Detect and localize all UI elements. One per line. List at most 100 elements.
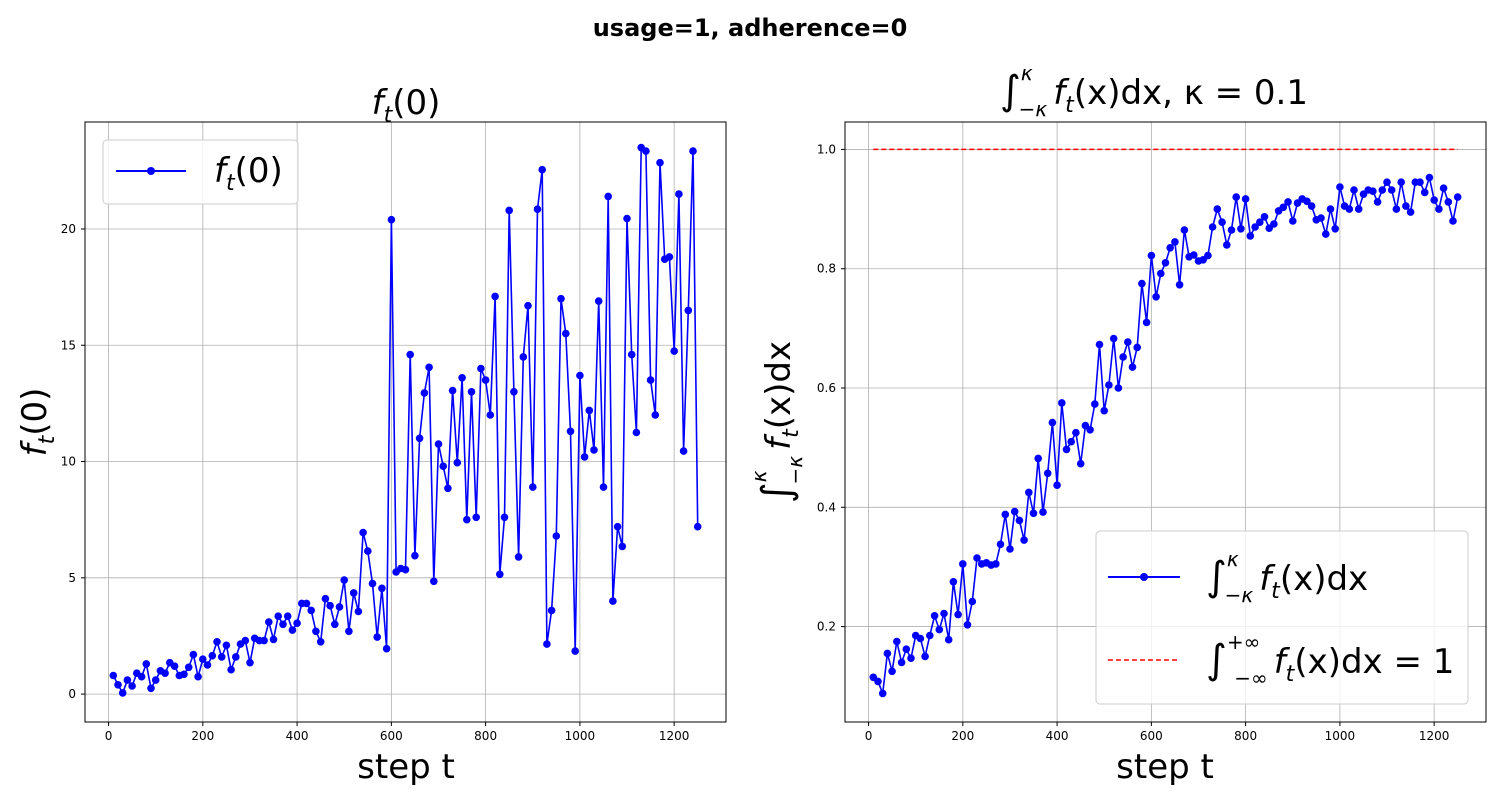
right-data-point — [907, 654, 915, 662]
right-data-point — [1336, 183, 1344, 191]
right-data-point — [1260, 213, 1269, 221]
right-data-point — [1449, 217, 1457, 225]
left-data-point — [543, 640, 551, 648]
right-data-point — [1251, 223, 1259, 231]
left-data-point — [580, 453, 589, 461]
left-chart-title: ft(0) — [372, 83, 441, 128]
left-data-point — [312, 627, 320, 636]
right-data-point — [1420, 188, 1429, 197]
left-data-point — [241, 636, 250, 645]
right-data-point — [935, 625, 944, 634]
left-y-tick-label: 20 — [61, 222, 76, 236]
right-data-point — [996, 540, 1005, 549]
right-data-point — [940, 609, 948, 618]
left-x-tick-label: 1200 — [659, 729, 690, 743]
left-data-point — [118, 689, 127, 697]
right-data-point — [1180, 226, 1189, 234]
right-data-point — [1345, 205, 1354, 213]
left-data-point — [642, 147, 650, 155]
right-data-point — [992, 560, 1000, 568]
left-data-point — [533, 205, 542, 213]
right-data-point — [1303, 197, 1311, 206]
right-data-point — [1086, 426, 1094, 434]
left-data-point — [491, 292, 499, 301]
right-legend-marker-swatch — [1140, 573, 1148, 581]
right-data-point — [1369, 187, 1377, 195]
right-data-point — [1232, 193, 1240, 201]
right-x-tick-label: 0 — [865, 729, 873, 743]
left-data-point — [415, 434, 424, 443]
left-data-point — [208, 651, 217, 660]
right-data-point — [1241, 195, 1250, 203]
right-data-point — [1128, 363, 1137, 371]
left-x-tick-label: 1000 — [565, 729, 596, 743]
left-data-point — [170, 662, 179, 670]
left-data-point — [665, 253, 674, 261]
left-data-point — [675, 190, 683, 198]
left-data-point — [359, 528, 367, 537]
right-data-point — [1138, 279, 1146, 288]
right-data-point — [1444, 198, 1453, 206]
left-legend-marker-swatch — [147, 167, 155, 175]
left-x-ticks: 0 200 400 600 800 1000 1200 — [105, 722, 690, 743]
right-data-point — [1227, 226, 1236, 234]
right-series-layer — [869, 148, 1462, 698]
left-data-point — [137, 672, 146, 681]
right-data-point — [1109, 334, 1118, 343]
left-data-point — [594, 297, 603, 305]
left-data-point — [632, 428, 641, 437]
right-data-point — [916, 634, 925, 643]
left-data-point — [627, 350, 636, 359]
right-x-tick-label: 800 — [1234, 729, 1257, 743]
left-y-tick-label: 15 — [61, 338, 76, 352]
right-data-point — [921, 652, 929, 661]
left-x-tick-label: 800 — [474, 729, 497, 743]
left-axes-frame — [84, 121, 727, 723]
left-data-point — [293, 619, 301, 627]
left-data-point — [519, 353, 528, 361]
left-data-point — [430, 577, 438, 586]
right-x-tick-label: 400 — [1046, 729, 1069, 743]
right-data-point — [1416, 178, 1424, 186]
right-data-point — [1307, 202, 1316, 210]
right-data-point — [963, 621, 972, 629]
left-x-axis-label: step t — [357, 747, 455, 787]
right-data-point — [959, 560, 967, 568]
left-series-layer — [109, 143, 702, 697]
left-data-point — [203, 661, 212, 669]
right-data-point — [1190, 251, 1198, 259]
right-data-point — [926, 631, 934, 640]
left-data-point — [199, 655, 207, 663]
right-x-tick-label: 1200 — [1419, 729, 1450, 743]
left-y-tick-label: 5 — [68, 571, 76, 585]
left-data-point — [510, 388, 518, 396]
right-data-point — [1105, 381, 1113, 389]
right-data-point — [1029, 509, 1038, 518]
left-data-point — [571, 647, 579, 655]
left-data-point — [552, 532, 561, 540]
right-data-point — [1392, 205, 1401, 213]
left-data-point — [679, 447, 688, 455]
right-data-point — [1091, 400, 1099, 408]
right-x-tick-label: 600 — [1140, 729, 1163, 743]
right-data-point — [878, 689, 887, 698]
right-data-point — [1397, 178, 1405, 186]
right-data-point — [1208, 223, 1217, 231]
left-data-point — [387, 215, 396, 224]
right-y-tick-label: 0.2 — [817, 620, 836, 634]
right-legend-frame — [1095, 530, 1469, 705]
left-data-point — [576, 371, 584, 380]
left-data-point — [180, 670, 188, 679]
left-grid — [85, 122, 726, 722]
right-data-point — [973, 554, 981, 562]
right-data-point — [1142, 318, 1151, 327]
right-data-point — [1289, 217, 1297, 225]
right-data-point — [1025, 488, 1033, 497]
right-data-point — [1067, 437, 1075, 446]
left-data-point — [656, 158, 664, 167]
left-data-point — [194, 672, 202, 681]
left-data-point — [123, 676, 132, 684]
right-data-point — [1256, 218, 1264, 226]
left-data-point — [693, 522, 702, 531]
left-data-point — [609, 597, 617, 605]
